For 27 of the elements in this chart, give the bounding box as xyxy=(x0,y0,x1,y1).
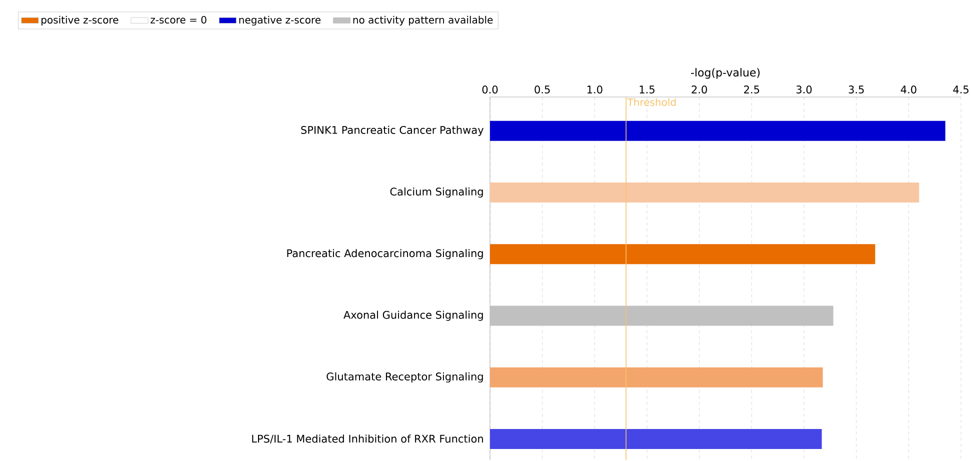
x-tick-label: 2.0 xyxy=(692,86,707,94)
bar xyxy=(490,367,823,388)
x-tick-label: 4.5 xyxy=(953,86,968,94)
x-tick-label: 0.5 xyxy=(534,86,550,94)
y-tick-label: Calcium Signaling xyxy=(390,187,483,198)
x-tick-label: 1.0 xyxy=(587,86,602,94)
x-tick-label: 3.5 xyxy=(848,86,864,94)
bar xyxy=(490,182,920,203)
x-tick-label: 2.5 xyxy=(744,86,760,94)
y-tick-label: LPS/IL-1 Mediated Inhibition of RXR Function xyxy=(252,434,483,444)
x-tick-label: 3.0 xyxy=(796,86,812,94)
ref-line-label: Threshold xyxy=(627,98,676,106)
y-tick-label: Pancreatic Adenocarcinoma Signaling xyxy=(287,249,483,260)
x-axis-title: -log(p-value) xyxy=(691,68,760,79)
y-tick-label: Glutamate Receptor Signaling xyxy=(326,372,483,383)
bar xyxy=(490,244,876,264)
bar xyxy=(490,429,822,450)
legend-label: negative z-score xyxy=(239,16,321,26)
bar xyxy=(490,120,946,141)
x-tick-label: 4.0 xyxy=(900,86,916,94)
y-tick-label: SPINK1 Pancreatic Cancer Pathway xyxy=(301,126,484,136)
y-tick-label: Axonal Guidance Signaling xyxy=(344,310,483,321)
x-tick-label: 1.5 xyxy=(640,86,654,94)
legend-label: z-score = 0 xyxy=(150,16,206,24)
legend-label: no activity pattern available xyxy=(353,16,493,26)
legend-label: positive z-score xyxy=(42,16,118,26)
x-tick-label: 0.0 xyxy=(482,86,498,94)
